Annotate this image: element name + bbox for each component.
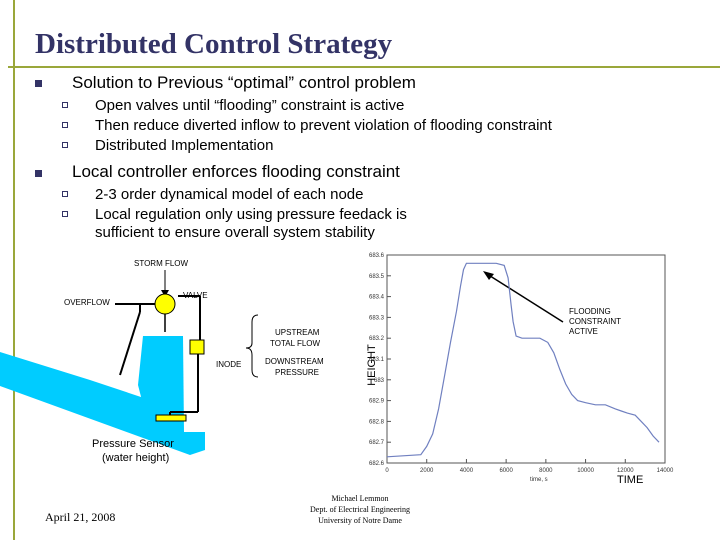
bullet-1-sub-2: Then reduce diverted inflow to prevent v…: [95, 117, 552, 134]
x-tick-label: 0: [385, 468, 389, 474]
annotation-line-1: FLOODING: [569, 307, 611, 316]
sub-bullet-marker: [62, 122, 68, 128]
footer-author: Michael Lemmon: [331, 494, 389, 503]
sub-bullet-marker: [62, 102, 68, 108]
y-tick-label: 683.1: [369, 357, 385, 363]
bullet-1-text: Solution to Previous “optimal” control p…: [72, 73, 416, 92]
valve-label: VALVE: [183, 291, 208, 300]
y-tick-label: 683: [374, 378, 385, 384]
sub-bullet-marker: [62, 211, 68, 217]
pressure-sensor-label: Pressure Sensor: [92, 438, 174, 450]
annotation-arrowhead: [483, 271, 494, 280]
footer-credits: Michael Lemmon Dept. of Electrical Engin…: [260, 493, 460, 526]
y-tick-label: 683.3: [369, 315, 385, 321]
annotation-line-2: CONSTRAINT: [569, 317, 621, 326]
y-tick-label: 683.4: [369, 295, 385, 301]
title-underline: [8, 66, 720, 68]
x-tick-label: 4000: [460, 468, 474, 474]
bullet-1-sub-3: Distributed Implementation: [95, 137, 274, 154]
x-tick-label: 8000: [539, 468, 553, 474]
y-tick-label: 682.9: [369, 399, 385, 405]
slide-title: Distributed Control Strategy: [35, 28, 393, 60]
inode-controller-box: [189, 339, 205, 355]
y-tick-label: 682.8: [369, 419, 385, 425]
valve-icon: [154, 293, 176, 315]
bullet-2-sub-3: sufficient to ensure overall system stab…: [95, 224, 375, 241]
storm-flow-label: STORM FLOW: [134, 259, 189, 268]
x-tick-label: 10000: [577, 468, 594, 474]
y-tick-label: 682.7: [369, 440, 385, 446]
y-tick-label: 683.6: [369, 253, 385, 259]
bullet-2-sub-1: 2-3 order dynamical model of each node: [95, 186, 364, 203]
accent-vertical-line: [13, 0, 15, 540]
x-tick-label: 2000: [420, 468, 434, 474]
overflow-pipe-diagonal: [119, 311, 141, 376]
x-tick-label: 6000: [499, 468, 513, 474]
annotation-arrow: [486, 273, 564, 323]
sub-bullet-marker: [62, 191, 68, 197]
y-tick-label: 683.2: [369, 336, 385, 342]
bullet-marker: [35, 170, 42, 177]
bullet-1-sub-1: Open valves until “flooding” constraint …: [95, 97, 405, 114]
upstream-label-1: UPSTREAM: [275, 328, 320, 337]
chart-xlabel: TIME: [617, 474, 643, 486]
pressure-sensor: [155, 414, 187, 422]
downstream-bracket: [245, 347, 259, 378]
chart-ylabel: HEIGHT: [366, 344, 378, 386]
downstream-label-2: PRESSURE: [275, 368, 319, 377]
height-vs-time-chart: HEIGHT time, s TIME FLOODING CONSTRAINT …: [366, 253, 674, 486]
chart-plot-area: [386, 254, 666, 464]
x-tick-label: 14000: [657, 468, 674, 474]
overflow-label: OVERFLOW: [64, 298, 110, 307]
upstream-bracket: [245, 314, 259, 349]
chart-x-unit: time, s: [530, 477, 548, 483]
bullet-2-text: Local controller enforces flooding const…: [72, 162, 400, 181]
bullet-2-sub-2: Local regulation only using pressure fee…: [95, 206, 407, 223]
water-channel: [0, 352, 205, 455]
sub-bullet-marker: [62, 142, 68, 148]
y-tick-label: 682.6: [369, 461, 385, 467]
upstream-label-2: TOTAL FLOW: [270, 339, 321, 348]
y-tick-label: 683.5: [369, 274, 385, 280]
inode-label: INODE: [216, 360, 241, 369]
bullet-marker: [35, 80, 42, 87]
downstream-label-1: DOWNSTREAM: [265, 357, 324, 366]
footer-university: University of Notre Dame: [318, 516, 402, 525]
annotation-line-3: ACTIVE: [569, 327, 598, 336]
footer-date: April 21, 2008: [45, 510, 116, 524]
footer-dept: Dept. of Electrical Engineering: [310, 505, 410, 514]
water-node-tank: [138, 336, 184, 432]
height-series-line: [386, 262, 660, 458]
storm-node-diagram: STORM FLOW VALVE OVERFLOW INODE UPSTREAM…: [0, 259, 324, 464]
pressure-sensor-sublabel: (water height): [102, 452, 169, 464]
x-tick-label: 12000: [617, 468, 634, 474]
